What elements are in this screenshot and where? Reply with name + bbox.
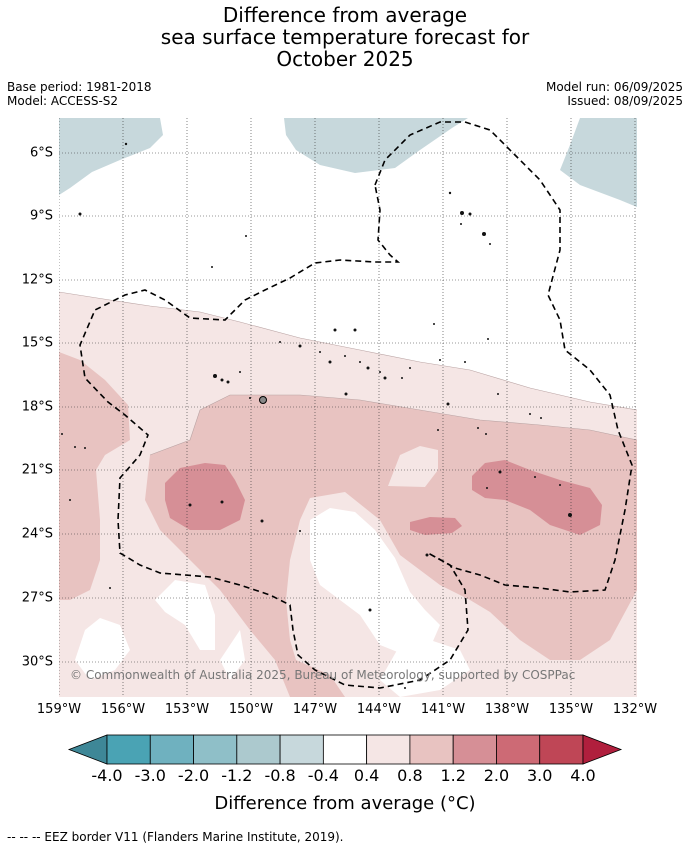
latitude-label: 24°S xyxy=(21,526,53,542)
latitude-label: 21°S xyxy=(21,462,53,478)
longitude-label: 153°W xyxy=(164,702,210,717)
warm-region-strong-west xyxy=(165,463,245,530)
longitude-label: 147°W xyxy=(292,702,338,717)
model-run: Model run: 06/09/2025 xyxy=(545,80,683,94)
colorbar-tick-label: -4.0 xyxy=(91,766,123,785)
colorbar-tick-label: 2.0 xyxy=(483,766,510,785)
colorbar-tick-label: 0.4 xyxy=(353,766,380,785)
colorbar-swatch xyxy=(366,734,411,765)
colorbar-swatch xyxy=(106,734,151,765)
latitude-label: 12°S xyxy=(21,272,53,288)
longitude-label: 132°W xyxy=(612,702,658,717)
meta-left: Base period: 1981-2018 Model: ACCESS-S2 xyxy=(7,80,152,108)
neutral-patch-6 xyxy=(220,630,245,680)
contour-lines xyxy=(59,291,637,456)
map-fill-layers xyxy=(59,118,637,697)
model-name: Model: ACCESS-S2 xyxy=(7,94,119,108)
base-period: Base period: 1981-2018 xyxy=(7,80,152,94)
latitude-label: 9°S xyxy=(29,208,53,224)
title-line-2: sea surface temperature forecast for xyxy=(160,25,530,49)
latitude-label: 6°S xyxy=(29,145,53,161)
cool-region-northeast xyxy=(560,118,637,207)
colorbar-swatch xyxy=(236,734,281,765)
longitude-label: 141°W xyxy=(420,702,466,717)
title-line-1: Difference from average xyxy=(222,3,468,27)
neutral-patch-2 xyxy=(310,508,440,655)
longitude-label: 144°W xyxy=(356,702,402,717)
colorbar-tick-label: 0.8 xyxy=(397,766,423,785)
meta-right: Model run: 06/09/2025 Issued: 08/09/2025 xyxy=(546,80,683,108)
neutral-patch-4 xyxy=(75,618,130,680)
colorbar-swatch xyxy=(149,734,194,765)
eez-border xyxy=(79,121,633,689)
latitude-label: 27°S xyxy=(21,590,53,606)
longitude-label: 156°W xyxy=(100,702,146,717)
islands xyxy=(61,142,572,689)
colorbar-swatch xyxy=(193,734,238,765)
cool-region-north xyxy=(284,118,468,173)
longitude-label: 159°W xyxy=(36,702,82,717)
colorbar-swatch xyxy=(279,734,324,765)
longitude-label: 150°W xyxy=(228,702,274,717)
colorbar-tick-label: 3.0 xyxy=(526,766,553,785)
colorbar-tick-label: -3.0 xyxy=(134,766,166,785)
longitude-label: 138°W xyxy=(484,702,530,717)
colorbar-tick-label: -0.4 xyxy=(307,766,339,785)
neutral-patch-1 xyxy=(388,446,438,487)
colorbar-label: Difference from average (°C) xyxy=(214,793,476,814)
neutral-patch-3 xyxy=(155,580,215,650)
longitude-label: 135°W xyxy=(548,702,594,717)
issued-date: Issued: 08/09/2025 xyxy=(567,94,683,108)
colorbar-tick-label: 1.2 xyxy=(440,766,466,785)
latitude-label: 15°S xyxy=(21,335,53,351)
gridlines xyxy=(59,118,637,697)
cool-region-northwest xyxy=(59,118,163,195)
title-line-3: October 2025 xyxy=(276,47,414,71)
colorbar-tick-label: -0.8 xyxy=(264,766,296,785)
colorbar-swatch xyxy=(496,734,541,765)
colorbar-tick-label: -2.0 xyxy=(177,766,210,785)
latitude-label: 30°S xyxy=(21,654,53,670)
colorbar-swatch xyxy=(322,734,368,765)
copyright-notice: © Commonwealth of Australia 2025, Bureau… xyxy=(70,668,576,682)
map-title: Difference from average sea surface temp… xyxy=(0,4,690,70)
warm-region-medium xyxy=(59,352,130,600)
colorbar-over-arrow xyxy=(582,734,623,765)
eez-legend-note: -- -- -- EEZ border V11 (Flanders Marine… xyxy=(7,830,344,844)
colorbar-swatch xyxy=(539,734,584,765)
colorbar-swatch xyxy=(409,734,454,765)
latitude-label: 18°S xyxy=(21,399,53,415)
colorbar-under-arrow xyxy=(67,734,108,765)
colorbar-swatch xyxy=(452,734,497,765)
colorbar-tick-label: -1.2 xyxy=(221,766,253,785)
colorbar-tick-label: 4.0 xyxy=(570,766,596,785)
warm-region-strong-center xyxy=(410,517,462,535)
